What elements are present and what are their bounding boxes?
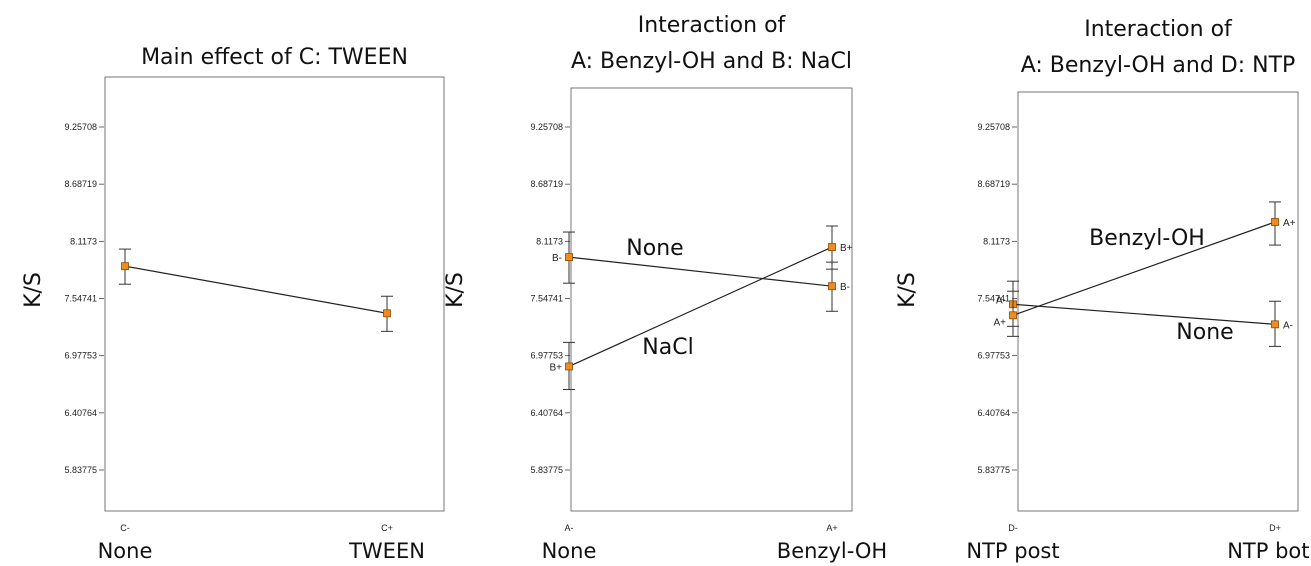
y-tick-label: 5.83775 (64, 465, 97, 475)
x-category-code: C- (120, 523, 130, 533)
y-tick-label: 8.1173 (983, 236, 1010, 246)
series-line (568, 246, 833, 367)
point-label: B+ (840, 243, 853, 254)
y-axis-label: K/S (21, 272, 46, 308)
point-label: B+ (549, 362, 562, 373)
point-label: A- (1283, 320, 1293, 331)
point-label: B- (552, 253, 562, 264)
y-tick-label: 7.54741 (530, 294, 563, 304)
series-1 (119, 248, 393, 332)
chart-panel-1: Main effect of C: TWEEN K/S 9.25708 8.68719… (21, 45, 445, 563)
data-point (828, 282, 836, 291)
point-label: A+ (993, 317, 1006, 328)
x-category-label: NTP both (1227, 539, 1311, 563)
y-tick-label: 7.54741 (64, 294, 97, 304)
chart-panel-3: Interaction of A: Benzyl-OH and D: NTP K/S… (895, 17, 1311, 563)
point-label: A+ (1283, 218, 1296, 229)
data-point (1271, 320, 1279, 329)
x-category-code: A- (565, 523, 574, 533)
data-point (565, 253, 573, 262)
y-tick-label: 8.68719 (530, 179, 563, 189)
y-axis-label: K/S (895, 272, 920, 308)
x-category-label: NTP post (966, 539, 1059, 563)
chart-title-line: A: Benzyl-OH and D: NTP (1021, 53, 1296, 78)
data-point (121, 262, 129, 271)
x-category-code: D- (1008, 523, 1018, 533)
data-point (828, 243, 836, 251)
series-1: A- A- (996, 280, 1293, 347)
series-1: B- B- (552, 231, 850, 312)
series-annotation: None (1176, 320, 1233, 345)
series-line (124, 265, 388, 314)
y-tick-label: 8.68719 (977, 179, 1010, 189)
y-tick-label: 6.97753 (64, 351, 97, 361)
chart-title-line: Interaction of (638, 13, 787, 38)
y-tick-label: 7.54741 (977, 294, 1010, 304)
plot-frame (570, 87, 853, 512)
y-tick-label: 9.25708 (977, 122, 1010, 132)
y-tick-label: 8.1173 (536, 236, 563, 246)
x-category-label: None (98, 539, 153, 563)
series-line (1012, 221, 1276, 316)
y-tick-label: 5.83775 (977, 465, 1010, 475)
y-axis-label: K/S (443, 272, 468, 308)
x-category-label: TWEEN (348, 539, 425, 563)
plot-frame (104, 76, 445, 512)
chart-title-line: Main effect of C: TWEEN (141, 45, 408, 70)
data-point (383, 309, 391, 318)
x-category-code: A+ (826, 523, 837, 533)
series-annotation: NaCl (642, 335, 693, 360)
x-category-label: None (542, 539, 597, 563)
data-point (1009, 311, 1017, 320)
x-category-code: C+ (381, 523, 393, 533)
y-tick-label: 6.40764 (64, 408, 97, 418)
y-tick-label: 9.25708 (64, 122, 97, 132)
y-tick-label: 8.68719 (64, 179, 97, 189)
y-tick-label: 6.97753 (977, 351, 1010, 361)
point-label: A- (996, 295, 1006, 306)
y-tick-label: 6.97753 (530, 351, 563, 361)
data-point (1271, 218, 1279, 226)
series-line (568, 256, 833, 287)
series-2: B+ B+ (549, 225, 853, 391)
series-2: A+ A+ (993, 201, 1296, 337)
point-label: B- (840, 282, 850, 293)
x-category-code: D+ (1269, 523, 1281, 533)
y-tick-label: 6.40764 (530, 408, 563, 418)
data-point (565, 362, 573, 371)
series-annotation: Benzyl-OH (1089, 226, 1205, 251)
chart-panel-2: Interaction of A: Benzyl-OH and B: NaCl K/… (443, 13, 887, 563)
series-line (1012, 303, 1276, 325)
x-category-label: Benzyl-OH (777, 539, 887, 563)
y-tick-label: 9.25708 (530, 122, 563, 132)
chart-title-line: A: Benzyl-OH and B: NaCl (571, 49, 852, 74)
plot-frame (1017, 91, 1299, 512)
y-tick-label: 6.40764 (977, 408, 1010, 418)
y-tick-label: 8.1173 (70, 236, 97, 246)
chart-title-line: Interaction of (1084, 17, 1233, 42)
y-tick-label: 5.83775 (530, 465, 563, 475)
series-annotation: None (626, 236, 683, 261)
